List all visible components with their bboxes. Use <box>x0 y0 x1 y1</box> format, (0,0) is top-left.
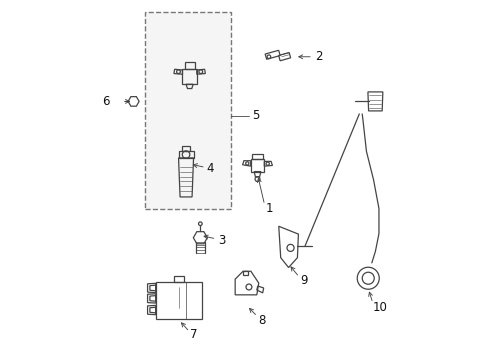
Text: 5: 5 <box>252 109 260 122</box>
Text: 9: 9 <box>300 274 308 287</box>
Text: 2: 2 <box>315 50 322 63</box>
Text: 8: 8 <box>258 314 266 327</box>
Text: 1: 1 <box>266 202 273 215</box>
Text: 10: 10 <box>373 301 388 314</box>
Circle shape <box>357 267 379 289</box>
Text: 4: 4 <box>206 162 214 175</box>
Text: 3: 3 <box>218 234 225 247</box>
Text: 6: 6 <box>102 95 110 108</box>
Text: 7: 7 <box>190 328 198 341</box>
Bar <box>145 12 231 208</box>
